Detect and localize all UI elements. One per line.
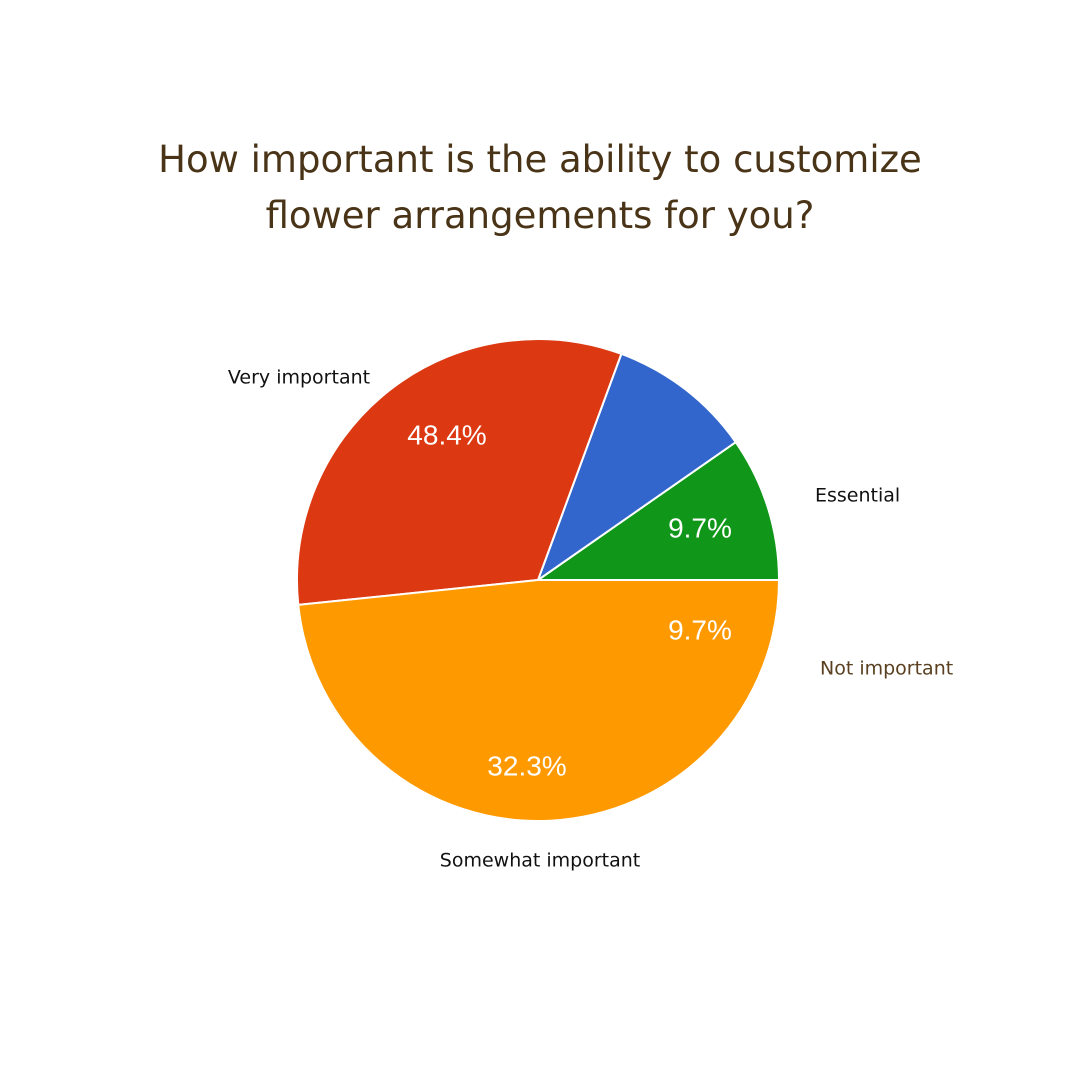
pie-slice-somewhat-important bbox=[296, 338, 623, 606]
chart-title-line-2: flower arrangements for you? bbox=[265, 194, 815, 237]
pie-slice-very-important bbox=[297, 579, 780, 822]
chart-title: How important is the ability to customiz… bbox=[0, 132, 1080, 244]
pie-percent-not-important: 9.7% bbox=[668, 614, 732, 645]
pie-label-somewhat-important: Somewhat important bbox=[440, 850, 640, 872]
pie-percent-labels: 9.7% 9.7% 32.3% 48.4% bbox=[407, 419, 732, 781]
pie-label-not-important: Not important bbox=[820, 658, 953, 680]
pie-percent-essential: 9.7% bbox=[668, 512, 732, 543]
pie-label-very-important: Very important bbox=[228, 367, 370, 389]
pie-slice-not-important bbox=[537, 352, 737, 581]
pie-slices bbox=[296, 338, 780, 822]
pie-label-essential: Essential bbox=[815, 485, 900, 507]
pie-percent-very-important: 48.4% bbox=[407, 419, 486, 450]
pie-slice-names: Essential Not important Somewhat important… bbox=[228, 367, 953, 872]
pie-slice-essential bbox=[537, 441, 780, 581]
chart-title-line-1: How important is the ability to customiz… bbox=[158, 138, 922, 181]
pie-percent-somewhat-important: 32.3% bbox=[487, 750, 566, 781]
